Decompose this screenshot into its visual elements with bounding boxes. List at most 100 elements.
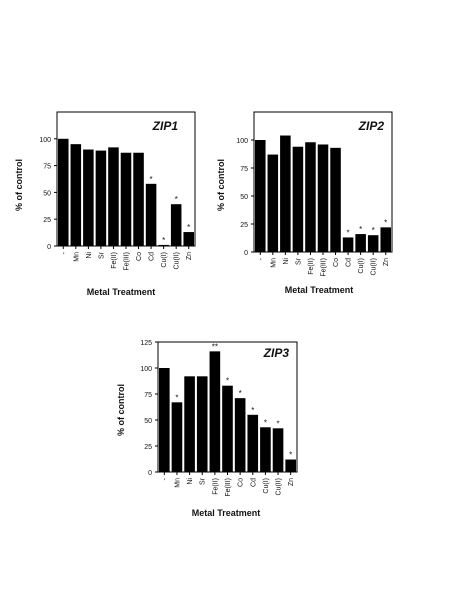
chart-zip3-bar (196, 376, 208, 472)
chart-zip2-significance-marker: * (359, 225, 362, 234)
chart-zip1-bar (170, 204, 182, 246)
chart-zip1-ytick-label: 0 (47, 244, 51, 251)
chart-zip2-ylabel: % of control (216, 159, 226, 211)
chart-zip3-significance-marker: ** (212, 342, 218, 351)
chart-zip3-bar (171, 402, 183, 472)
chart-zip1: ZIP1 % of control Metal Treatment 0 25 50 7… (14, 111, 196, 297)
chart-zip2-bar (317, 144, 329, 252)
chart-zip2-bar (255, 140, 266, 252)
chart-zip3-bar (234, 398, 246, 472)
chart-zip2-xtick-label: Cu(II) (371, 258, 378, 276)
chart-zip3: ZIP3 % of control Metal Treatment 0 25 50 7… (116, 340, 298, 518)
chart-zip3-bar (247, 414, 259, 472)
chart-zip3-bar (285, 459, 296, 472)
chart-zip3-bar (222, 385, 233, 472)
chart-zip2-bar (367, 235, 379, 252)
chart-zip2-bar (280, 135, 291, 252)
chart-zip2-bar (342, 237, 354, 252)
chart-zip1-significance-marker: * (162, 236, 165, 245)
chart-zip1-xtick-label: Cd (149, 252, 156, 261)
chart-zip2-xtick-label: Mn (270, 258, 277, 268)
chart-zip1-xlabel: Metal Treatment (87, 287, 156, 297)
chart-zip3-ytick-label: 75 (144, 392, 152, 399)
chart-zip2-ytick-label: 75 (240, 166, 248, 173)
chart-zip3-significance-marker: * (264, 418, 267, 427)
chart-zip3-ytick-label: 25 (144, 444, 152, 451)
chart-zip3-bar (159, 368, 170, 472)
chart-zip2-xtick-label: Sr (295, 257, 302, 265)
chart-zip1-bar (83, 149, 94, 246)
chart-zip1-ytick-label: 75 (43, 164, 51, 171)
chart-zip3-ytick-label: 125 (140, 340, 152, 347)
chart-zip1-significance-marker: * (150, 175, 153, 184)
chart-zip1-significance-marker: * (175, 195, 178, 204)
chart-zip3-xlabel: Metal Treatment (192, 508, 261, 518)
chart-zip2-xtick-label: Fe(II) (308, 258, 315, 275)
chart-zip3-xtick-label: Ni (187, 478, 194, 485)
chart-zip3-significance-marker: * (276, 419, 279, 428)
chart-zip3-xtick-label: - (162, 477, 169, 480)
chart-zip1-bar (120, 152, 132, 246)
chart-zip3-significance-marker: * (175, 393, 178, 402)
chart-zip3-xtick-label: Zn (288, 478, 295, 486)
chart-zip3-ytick-label: 100 (140, 366, 152, 373)
chart-zip1-bar (133, 152, 144, 246)
chart-zip2-xtick-label: Fe(III) (321, 258, 328, 277)
chart-zip1-xtick-label: Co (136, 252, 143, 261)
chart-zip2-xtick-label: Co (333, 258, 340, 267)
chart-zip1-xtick-label: Fe(II) (111, 252, 118, 269)
chart-zip3-bar (184, 376, 195, 472)
chart-zip3-xtick-label: Sr (200, 477, 207, 485)
chart-zip3-xtick-label: Cu(II) (276, 478, 283, 496)
chart-zip2-bar (305, 142, 316, 252)
chart-zip2-title: ZIP2 (358, 119, 385, 133)
chart-zip2-plot: 0 25 50 75 100 - Mn Ni Sr Fe(II) Fe(III) Co * Cd * Cu(I… (236, 111, 393, 277)
chart-zip3-significance-marker: * (239, 389, 242, 398)
chart-zip1-xtick-label: - (61, 251, 68, 254)
chart-zip3-ytick-label: 0 (148, 470, 152, 477)
chart-zip2-xlabel: Metal Treatment (285, 285, 354, 295)
chart-zip1-xtick-label: Ni (86, 252, 93, 259)
chart-zip1-ytick-label: 25 (43, 217, 51, 224)
chart-zip2-ytick-label: 0 (244, 250, 248, 257)
chart-zip2-xtick-label: Ni (283, 258, 290, 265)
chart-zip2-bar (355, 234, 366, 252)
chart-zip2-significance-marker: * (347, 228, 350, 237)
chart-zip3-bar (272, 428, 284, 472)
chart-zip1-title: ZIP1 (152, 119, 179, 133)
chart-zip2-significance-marker: * (384, 218, 387, 227)
chart-zip2-xtick-label: Zn (383, 258, 390, 266)
chart-zip1-bar (70, 144, 82, 246)
chart-zip3-significance-marker: * (226, 377, 229, 386)
chart-zip3-ylabel: % of control (116, 384, 126, 436)
chart-zip3-significance-marker: * (251, 406, 254, 415)
chart-zip2-xtick-label: - (258, 257, 265, 260)
chart-zip2-xtick-label: Cd (346, 258, 353, 267)
chart-zip3-ytick-label: 50 (144, 418, 152, 425)
chart-zip2-bar (267, 154, 279, 252)
chart-zip2-ytick-label: 50 (240, 194, 248, 201)
chart-zip3-significance-marker: * (289, 451, 292, 460)
chart-zip1-bar (183, 232, 194, 246)
chart-zip1-ytick-label: 100 (39, 137, 51, 144)
chart-zip3-xtick-label: Fe(III) (225, 478, 232, 497)
chart-zip3-title: ZIP3 (263, 346, 290, 360)
chart-zip2-xtick-label: Cu(I) (358, 258, 365, 274)
chart-zip1-xtick-label: Zn (186, 252, 193, 260)
chart-zip2-bar (330, 147, 341, 252)
chart-zip3-xtick-label: Mn (174, 478, 181, 488)
chart-zip1-xtick-label: Cu(I) (161, 252, 168, 268)
chart-zip3-bar (209, 351, 221, 472)
chart-zip1-bar (145, 183, 157, 246)
chart-zip1-bar (108, 147, 119, 246)
chart-zip3-bar (260, 427, 271, 472)
chart-zip1-xtick-label: Fe(III) (124, 252, 131, 271)
chart-zip1-ytick-label: 50 (43, 190, 51, 197)
chart-zip3-xtick-label: Co (238, 478, 245, 487)
chart-zip1-ylabel: % of control (14, 159, 24, 211)
chart-zip1-bar (58, 138, 69, 246)
chart-zip3-xtick-label: Cd (250, 478, 257, 487)
